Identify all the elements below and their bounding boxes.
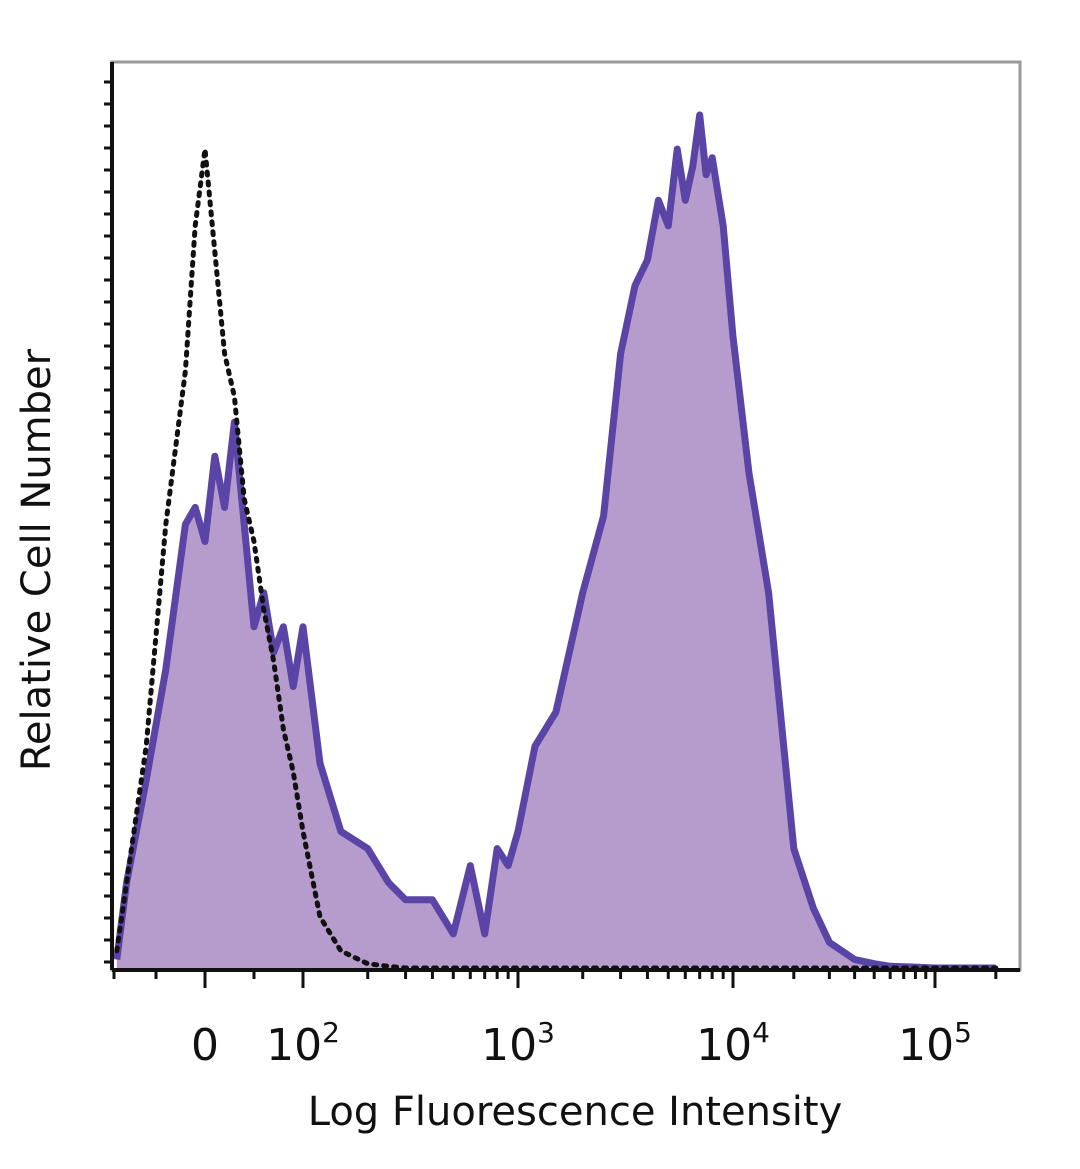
y-axis-ticks xyxy=(104,80,112,964)
x-tick-label: 104 xyxy=(696,1016,770,1071)
series-0-area xyxy=(116,115,996,968)
x-tick-label: 105 xyxy=(898,1016,972,1071)
x-tick-label: 102 xyxy=(266,1016,340,1071)
x-axis-ticks xyxy=(112,970,998,988)
x-tick-label: 103 xyxy=(481,1016,555,1071)
x-tick-label: 0 xyxy=(191,1020,219,1071)
y-axis-title: Relative Cell Number xyxy=(14,348,60,771)
x-axis-title: Log Fluorescence Intensity xyxy=(308,1089,843,1135)
series-layer xyxy=(113,111,999,972)
x-tick-labels: 0 102 103 104 105 xyxy=(191,1016,972,1071)
